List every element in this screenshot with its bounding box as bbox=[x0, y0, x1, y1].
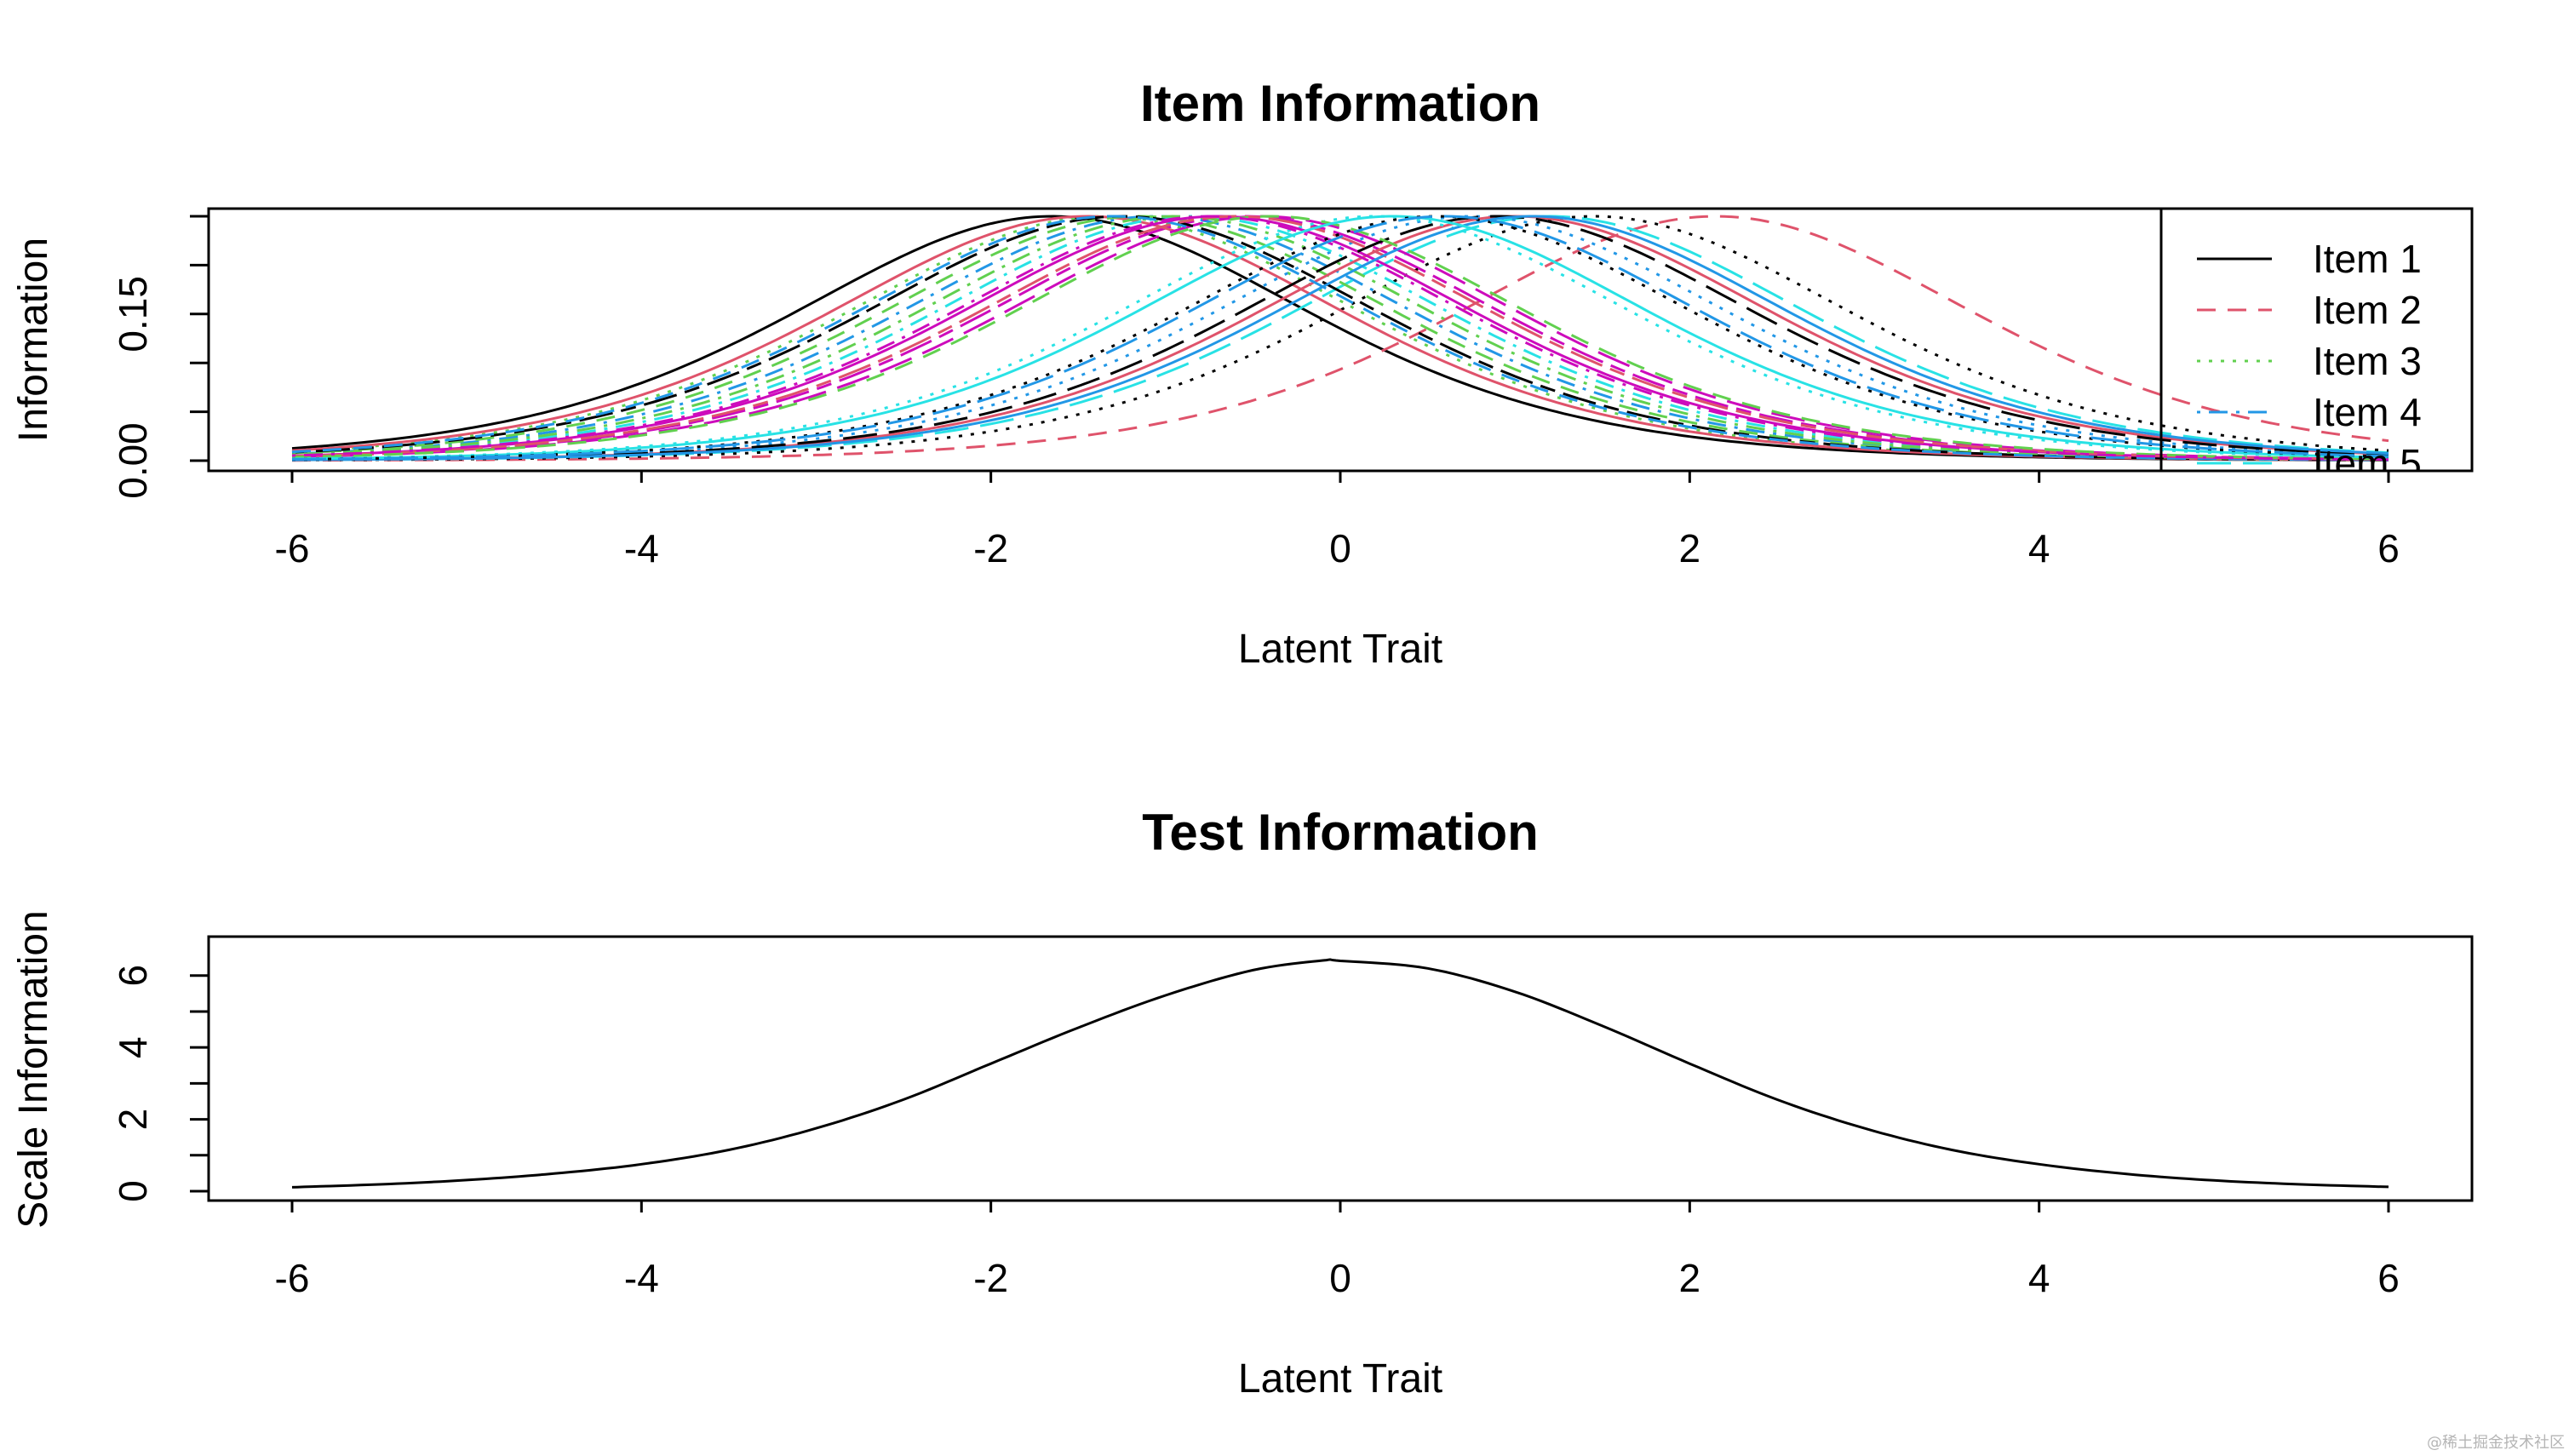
x-axis: -6 -4 -2 0 2 4 6 bbox=[275, 1199, 2400, 1300]
watermark: @稀土掘金技术社区 bbox=[2427, 1434, 2565, 1452]
y-axis: 0 2 4 6 bbox=[111, 965, 210, 1202]
x-tick-label: 4 bbox=[2028, 526, 2050, 570]
series-line bbox=[291, 215, 2389, 461]
x-tick-label: 6 bbox=[2377, 526, 2400, 570]
series-line bbox=[291, 958, 2389, 1189]
series-line bbox=[291, 215, 2389, 461]
y-tick-label: 2 bbox=[111, 1109, 155, 1131]
chart-title: Item Information bbox=[1140, 75, 1540, 132]
x-tick-label: 0 bbox=[1329, 1256, 1351, 1300]
legend-label: Item 3 bbox=[2313, 339, 2422, 383]
series-line bbox=[291, 215, 2389, 461]
x-tick-label: -2 bbox=[973, 526, 1008, 570]
x-tick-label: -4 bbox=[624, 526, 659, 570]
x-tick-label: 6 bbox=[2377, 1256, 2400, 1300]
legend-label: Item 2 bbox=[2313, 288, 2422, 332]
x-tick-label: 2 bbox=[1679, 1256, 1701, 1300]
series-line bbox=[291, 215, 2389, 461]
series-line bbox=[291, 215, 2389, 461]
x-tick-label: -6 bbox=[275, 1256, 310, 1300]
series-lines bbox=[291, 958, 2389, 1189]
x-tick-label: 4 bbox=[2028, 1256, 2050, 1300]
series-lines bbox=[291, 215, 2389, 462]
y-axis-label: Information bbox=[11, 238, 56, 442]
x-axis-label: Latent Trait bbox=[1238, 1356, 1442, 1402]
legend-label: Item 5 bbox=[2313, 441, 2422, 485]
series-line bbox=[291, 215, 2389, 461]
y-tick-label: 4 bbox=[111, 1036, 155, 1058]
y-tick-label: 0 bbox=[111, 1180, 155, 1202]
x-axis: -6 -4 -2 0 2 4 6 bbox=[275, 469, 2400, 570]
x-axis-label: Latent Trait bbox=[1238, 627, 1442, 672]
y-tick-label: 0.15 bbox=[111, 276, 155, 353]
series-line bbox=[291, 215, 2389, 461]
test-information-panel: Test Information -6 -4 -2 0 2 4 6 0 2 4 6 Latent … bbox=[11, 804, 2474, 1402]
series-line bbox=[291, 215, 2389, 461]
x-tick-label: -6 bbox=[275, 526, 310, 570]
legend-label: Item 4 bbox=[2313, 390, 2422, 434]
x-tick-label: -4 bbox=[624, 1256, 659, 1300]
x-tick-label: -2 bbox=[973, 1256, 1008, 1300]
y-axis: 0.00 0.15 bbox=[111, 215, 210, 499]
y-tick-label: 6 bbox=[111, 965, 155, 987]
item-information-panel: Item Information -6 -4 -2 0 2 4 6 0.00 0.15 Lat… bbox=[11, 75, 2474, 672]
y-axis-label: Scale Information bbox=[11, 910, 56, 1229]
series-line bbox=[292, 215, 2389, 461]
legend-box bbox=[2159, 209, 2472, 471]
x-tick-label: 0 bbox=[1329, 526, 1351, 570]
plot-frame bbox=[207, 935, 2474, 1202]
legend: Item 1 Item 2 Item 3 Item 4 Item 5 bbox=[2159, 209, 2472, 485]
x-tick-label: 2 bbox=[1679, 526, 1701, 570]
legend-label: Item 1 bbox=[2313, 237, 2422, 281]
series-line bbox=[291, 215, 2389, 461]
series-line bbox=[292, 215, 2389, 462]
chart-title: Test Information bbox=[1142, 804, 1539, 861]
series-line bbox=[291, 215, 2389, 461]
y-tick-label: 0.00 bbox=[111, 422, 155, 499]
